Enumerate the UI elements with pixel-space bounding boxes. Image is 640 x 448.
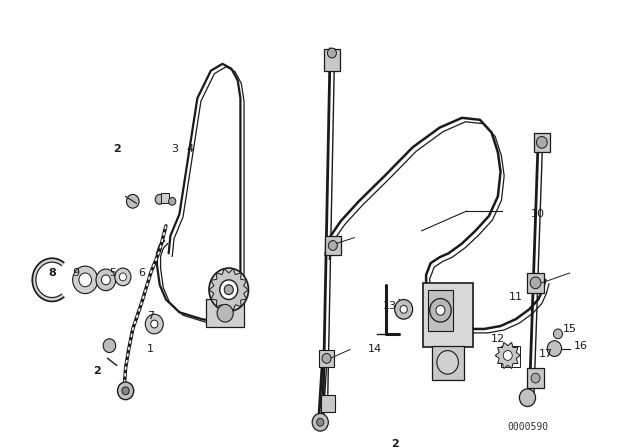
Circle shape bbox=[395, 300, 413, 319]
Bar bbox=[321, 395, 335, 413]
Circle shape bbox=[436, 306, 445, 315]
Circle shape bbox=[209, 268, 248, 311]
Circle shape bbox=[118, 382, 134, 400]
Circle shape bbox=[328, 241, 337, 250]
Circle shape bbox=[96, 269, 116, 291]
Text: 7: 7 bbox=[147, 311, 154, 321]
Circle shape bbox=[530, 277, 541, 289]
Circle shape bbox=[554, 329, 563, 339]
Text: 3: 3 bbox=[172, 144, 179, 154]
Circle shape bbox=[150, 320, 158, 328]
Circle shape bbox=[169, 198, 176, 205]
Circle shape bbox=[127, 194, 139, 208]
Text: 10: 10 bbox=[531, 209, 545, 219]
Text: 8: 8 bbox=[48, 268, 56, 278]
Circle shape bbox=[536, 137, 547, 148]
Text: 15: 15 bbox=[563, 324, 577, 334]
Circle shape bbox=[73, 266, 98, 293]
Bar bbox=[161, 194, 169, 203]
Circle shape bbox=[122, 387, 129, 395]
Text: 4: 4 bbox=[187, 144, 194, 154]
Text: 17: 17 bbox=[538, 349, 552, 358]
Bar bbox=[324, 236, 341, 255]
Bar bbox=[319, 349, 333, 367]
Text: 0000590: 0000590 bbox=[507, 422, 548, 432]
Bar bbox=[433, 346, 464, 380]
Text: 2: 2 bbox=[93, 366, 100, 376]
Circle shape bbox=[217, 304, 233, 322]
Text: 2: 2 bbox=[113, 144, 120, 154]
Circle shape bbox=[437, 351, 458, 374]
Bar bbox=[424, 283, 473, 347]
Text: 9: 9 bbox=[73, 268, 80, 278]
Bar bbox=[527, 368, 543, 388]
Circle shape bbox=[322, 353, 331, 363]
Text: 12: 12 bbox=[491, 334, 505, 344]
Circle shape bbox=[328, 48, 337, 58]
Text: 1: 1 bbox=[147, 344, 154, 353]
Circle shape bbox=[155, 194, 164, 204]
Text: 11: 11 bbox=[509, 292, 523, 302]
Bar bbox=[324, 49, 340, 71]
Circle shape bbox=[312, 414, 328, 431]
Bar bbox=[428, 290, 453, 331]
Polygon shape bbox=[495, 342, 520, 369]
Bar bbox=[500, 346, 520, 367]
Bar bbox=[534, 133, 550, 152]
Circle shape bbox=[79, 273, 92, 287]
Circle shape bbox=[520, 389, 536, 406]
Circle shape bbox=[531, 373, 540, 383]
Text: 5: 5 bbox=[109, 268, 116, 278]
Text: 2: 2 bbox=[391, 439, 399, 448]
Bar bbox=[206, 300, 244, 327]
Circle shape bbox=[101, 275, 110, 285]
Circle shape bbox=[115, 268, 131, 286]
Circle shape bbox=[103, 339, 116, 353]
Circle shape bbox=[145, 314, 163, 334]
Circle shape bbox=[400, 306, 407, 313]
Circle shape bbox=[224, 285, 233, 295]
Text: 14: 14 bbox=[368, 344, 382, 353]
Bar bbox=[527, 273, 543, 293]
Text: 16: 16 bbox=[574, 340, 588, 351]
Circle shape bbox=[429, 298, 451, 322]
Polygon shape bbox=[209, 269, 248, 311]
Polygon shape bbox=[32, 258, 63, 302]
Circle shape bbox=[503, 351, 512, 360]
Text: 13: 13 bbox=[383, 302, 397, 311]
Circle shape bbox=[220, 280, 237, 300]
Circle shape bbox=[119, 273, 127, 281]
Circle shape bbox=[317, 418, 324, 426]
Text: 6: 6 bbox=[138, 268, 145, 278]
Circle shape bbox=[547, 341, 561, 357]
